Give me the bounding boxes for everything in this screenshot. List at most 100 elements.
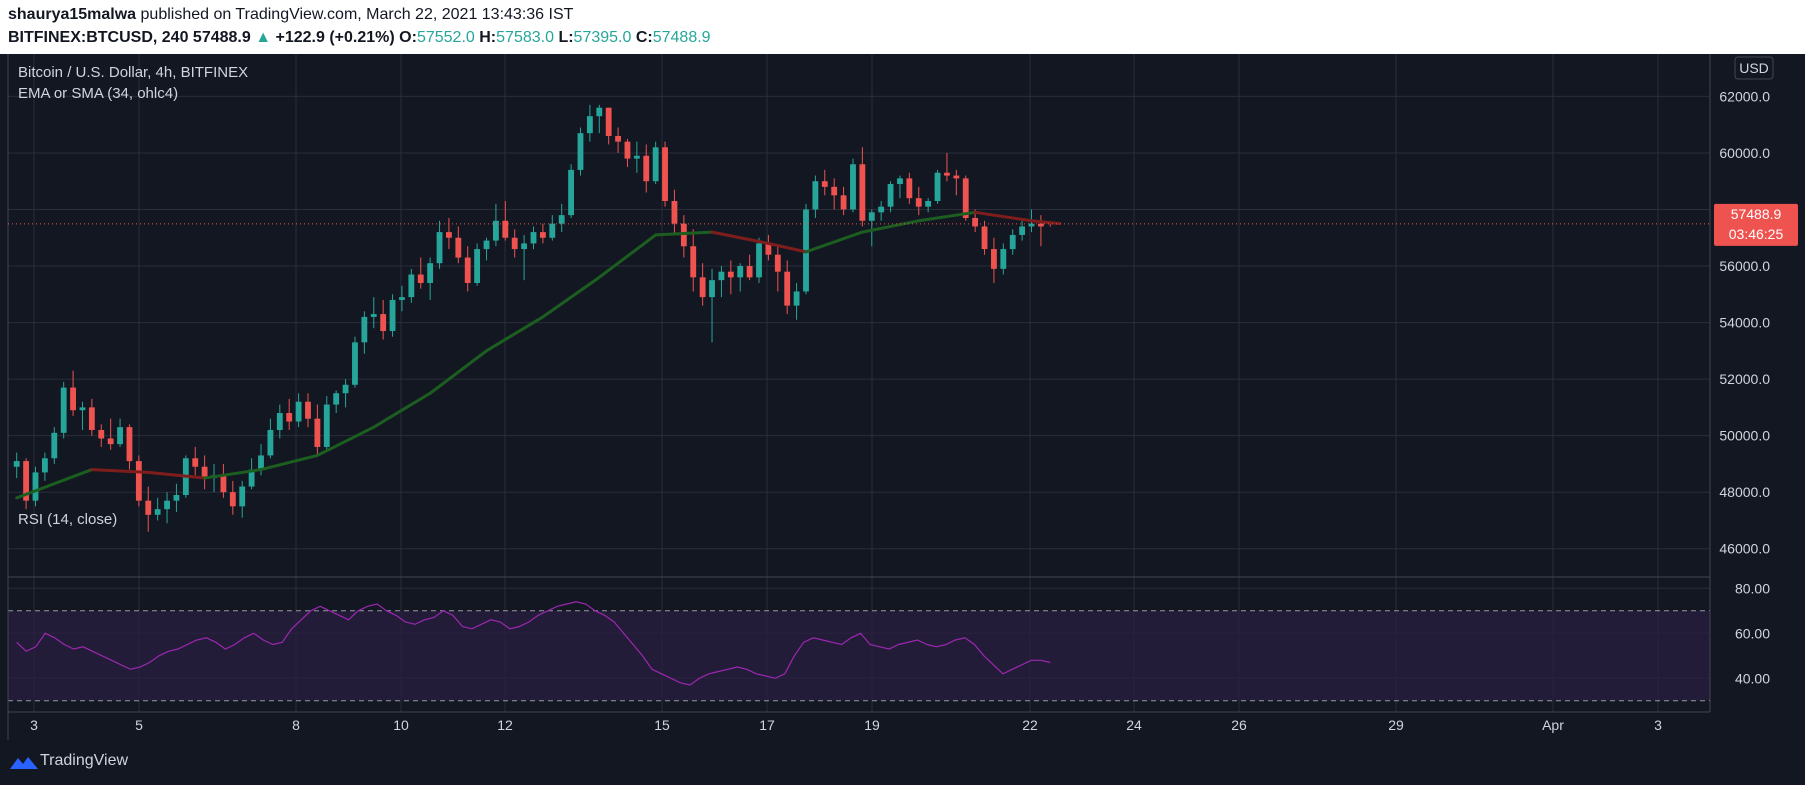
candle-body [70,387,76,411]
last-price-tag: 57488.9 [1731,206,1782,222]
ema-segment [428,349,489,395]
candle-body [173,495,180,501]
candle-body [652,147,659,182]
candle-body [605,107,612,136]
candle-body [145,500,152,515]
candle-body [446,232,452,238]
candle-body [408,274,415,298]
ema-segment [766,241,808,254]
ema-segment [315,425,376,457]
candle-body [615,135,621,142]
candle-body [1019,226,1026,235]
candle-body [248,469,255,487]
time-axis[interactable]: 3 5 8 10 12 15 17 19 22 24 26 29 Apr 3 [30,717,1662,733]
candle-body [380,314,387,332]
time-tick-label: 12 [497,717,513,733]
candle-body [79,407,86,411]
price-chart[interactable]: 46000.048000.050000.052000.054000.056000… [0,54,1805,740]
ema-segment [259,453,319,472]
candle-body [483,240,490,250]
currency-button-frame[interactable] [1734,56,1774,80]
candle-body [774,254,781,272]
currency-button[interactable]: USD [1734,56,1774,80]
time-tick-label: Apr [1542,717,1564,733]
author-name[interactable]: shaurya15malwa [8,6,137,23]
time-tick-label: 15 [654,717,670,733]
candle-body [568,169,574,216]
rsi-tick-label: 80.00 [1735,580,1770,596]
ema-segment [973,210,1034,223]
candle-body [821,181,828,187]
candle-body [868,212,875,221]
candle-body [107,438,114,445]
candle-body [276,413,283,430]
open-label: O: [399,29,417,46]
candle-body [417,274,424,283]
candle-body [1009,234,1016,250]
candle-body [1028,223,1035,227]
candle-body [934,172,941,202]
symbol-title: Bitcoin / U.S. Dollar, 4h, BITFINEX [18,64,248,81]
ema-segment [541,275,601,319]
candle-body [258,455,264,470]
candle-body [915,198,922,207]
rsi-tick-label: 40.00 [1735,670,1770,686]
candle-body [117,427,123,445]
rsi-path [16,601,1051,686]
candle-body [295,401,302,422]
candle-body [201,466,208,479]
time-tick-label: 26 [1231,717,1247,733]
price-tick-label: 50000.0 [1719,428,1770,444]
candle-body [474,249,481,283]
candle-body [756,243,762,278]
currency-label[interactable]: USD [1739,60,1769,76]
ema-segment [146,470,207,480]
tradingview-brand[interactable]: TradingView [40,752,129,769]
time-tick-label: 3 [30,717,38,733]
price-change: +122.9 (+0.21%) [275,29,395,46]
price-tick-label: 52000.0 [1719,371,1770,387]
candle-body [539,232,546,238]
time-tick-label: 3 [1654,717,1662,733]
close-label: C: [635,29,653,46]
candle-body [32,472,39,501]
rsi-axis[interactable]: 40.00 60.00 80.00 [1735,580,1770,686]
candle-body [135,461,142,501]
candle-body [23,461,30,501]
candle-body [671,201,678,224]
candle-body [812,181,819,210]
candle-body [455,237,462,258]
candle-body [305,401,311,419]
tradingview-logo-icon[interactable] [8,753,40,773]
candle-body [840,195,847,210]
low-value: 57395.0 [573,29,632,46]
rsi-tick-label: 60.00 [1735,625,1770,641]
price-axis[interactable]: 46000.0 48000.0 50000.0 52000.0 54000.0 56000… [1719,88,1770,556]
candle-body [220,475,227,493]
candle-body [521,243,528,250]
candle-body [709,280,715,298]
countdown-background [1714,203,1798,246]
candle-body [361,316,368,343]
ema-segment [860,219,921,234]
publish-line: shaurya15malwa published on TradingView.… [8,6,573,24]
candle-body [727,271,734,278]
candle-body [192,458,199,467]
candle-body [333,393,340,405]
candle-body [887,184,894,207]
candle-body [577,133,584,170]
candle-body [558,215,565,224]
candle-body [342,384,349,394]
indicator-label: EMA or SMA (34, ohlc4) [18,85,178,102]
candle-body [1000,249,1007,269]
candle-body [239,486,246,507]
ema-segment [90,468,150,474]
countdown-timer: 03:46:25 [1729,226,1784,242]
candle-body [1037,223,1044,227]
ema-segment [654,230,714,237]
candle-body [962,178,969,218]
candle-body [154,509,161,515]
candle-body [746,266,753,278]
ema-segment [203,468,263,480]
candle-body [643,155,650,182]
